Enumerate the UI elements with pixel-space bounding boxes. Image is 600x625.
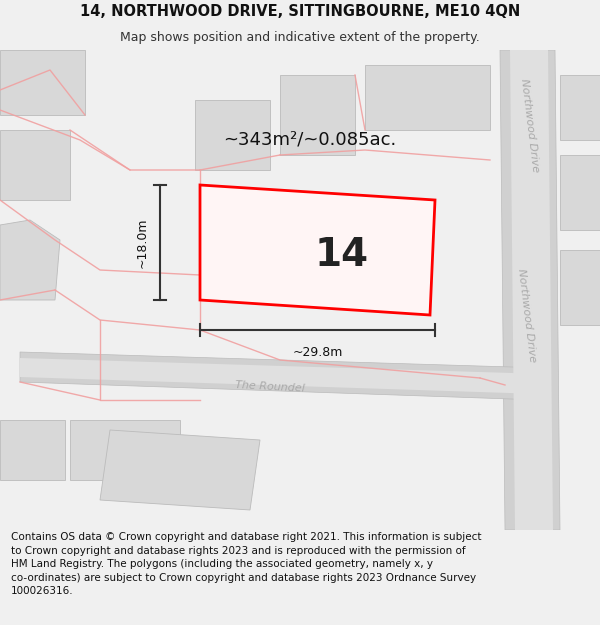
Text: ~343m²/~0.085ac.: ~343m²/~0.085ac. [223,131,397,149]
Text: ~18.0m: ~18.0m [136,217,149,268]
Polygon shape [195,100,270,170]
Polygon shape [0,50,85,115]
Text: Northwood Drive: Northwood Drive [519,78,541,172]
Text: The Roundel: The Roundel [235,380,305,394]
Polygon shape [20,358,545,394]
Polygon shape [70,420,180,480]
Text: ~29.8m: ~29.8m [292,346,343,359]
Polygon shape [280,75,355,155]
Polygon shape [20,352,545,400]
Polygon shape [200,185,435,315]
Polygon shape [0,220,60,300]
Text: 14: 14 [314,236,368,274]
Polygon shape [560,155,600,230]
Text: Map shows position and indicative extent of the property.: Map shows position and indicative extent… [120,31,480,44]
Text: 14, NORTHWOOD DRIVE, SITTINGBOURNE, ME10 4QN: 14, NORTHWOOD DRIVE, SITTINGBOURNE, ME10… [80,4,520,19]
Polygon shape [0,130,70,200]
Polygon shape [560,250,600,325]
Polygon shape [0,420,65,480]
Polygon shape [500,50,560,530]
Text: Northwood Drive: Northwood Drive [516,268,538,362]
Polygon shape [560,75,600,140]
Text: Contains OS data © Crown copyright and database right 2021. This information is : Contains OS data © Crown copyright and d… [11,532,481,596]
Polygon shape [365,65,490,130]
Polygon shape [510,50,553,530]
Polygon shape [100,430,260,510]
